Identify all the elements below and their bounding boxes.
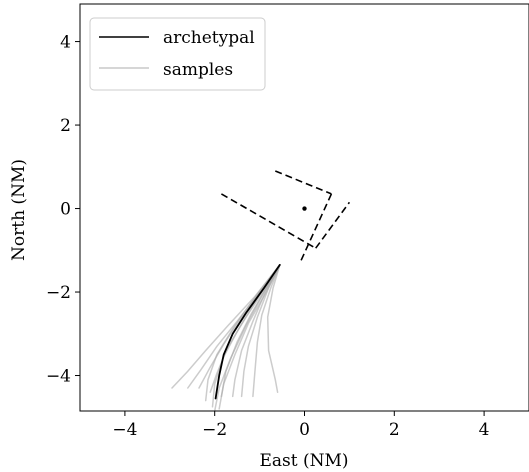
x-tick-label: 2	[389, 420, 400, 440]
x-tick-label: −2	[202, 420, 227, 440]
y-tick-label: 4	[60, 33, 71, 53]
legend: archetypal samples	[89, 17, 266, 91]
y-tick-label: 0	[60, 200, 71, 220]
x-tick-label: −4	[112, 420, 137, 440]
legend-box	[89, 17, 266, 91]
sample-line-9	[213, 264, 281, 412]
dashed-boundary-line-3	[315, 201, 351, 249]
plot-markers	[302, 206, 307, 211]
dashed-boundary-line-0	[274, 170, 332, 195]
archetypal-line	[214, 264, 281, 400]
x-axis-title: East (NM)	[259, 451, 348, 471]
sample-line-3	[204, 264, 281, 402]
ticks: −4 −2 0 2 4 −4 −2 0 2 4	[46, 33, 490, 440]
plot-curves	[171, 170, 351, 412]
y-tick-label: 2	[60, 116, 71, 136]
sample-line-8	[218, 264, 281, 410]
y-axis-title: North (NM)	[9, 159, 29, 261]
sample-line-10	[252, 264, 281, 398]
sample-line-11	[266, 264, 281, 393]
y-tick-label: −2	[46, 283, 71, 303]
dashed-boundary-line-2	[221, 193, 317, 249]
dashed-boundary-line-1	[299, 193, 333, 264]
y-tick-label: −4	[46, 367, 71, 387]
x-tick-label: 0	[299, 420, 310, 440]
x-tick-label: 4	[479, 420, 490, 440]
center-point	[302, 206, 307, 211]
legend-label-samples: samples	[163, 60, 233, 80]
legend-label-archetypal: archetypal	[163, 28, 255, 48]
